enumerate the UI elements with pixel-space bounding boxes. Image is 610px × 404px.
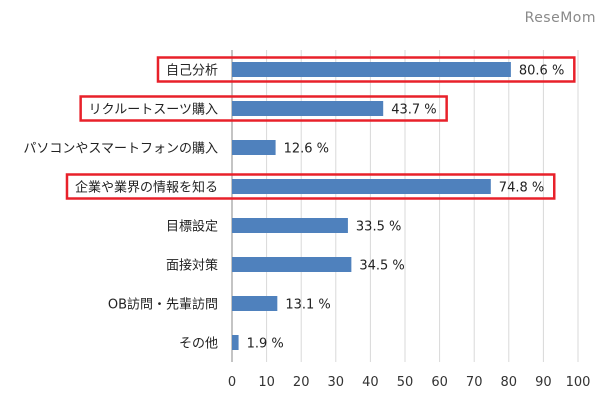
category-label: その他 xyxy=(179,337,218,352)
x-tick-label: 0 xyxy=(228,375,236,390)
category-label: 目標設定 xyxy=(166,219,218,235)
highlight-box xyxy=(65,173,556,200)
bar xyxy=(232,335,239,350)
x-tick-label: 70 xyxy=(466,375,483,390)
x-tick-label: 40 xyxy=(362,375,379,390)
watermark-logo: ReseMom xyxy=(524,10,596,26)
x-tick-label: 20 xyxy=(293,375,310,390)
bar xyxy=(232,296,278,311)
category-label: パソコンやスマートフォンの購入 xyxy=(23,142,218,157)
data-label: 1.9 % xyxy=(247,337,284,352)
bar xyxy=(232,140,276,155)
bar xyxy=(232,218,348,233)
data-label: 34.5 % xyxy=(359,259,404,274)
highlight-box xyxy=(79,95,448,122)
bar xyxy=(232,101,384,116)
x-tick-label: 90 xyxy=(535,375,552,390)
bar xyxy=(232,257,352,272)
category-label: 自己分析 xyxy=(166,64,218,79)
data-label: 43.7 % xyxy=(391,103,436,118)
category-label: OB訪問・先輩訪問 xyxy=(108,297,218,313)
x-tick-label: 30 xyxy=(328,375,345,390)
category-label: リクルートスーツ購入 xyxy=(89,103,218,118)
data-label: 33.5 % xyxy=(356,220,401,235)
bar xyxy=(232,179,491,194)
data-label: 74.8 % xyxy=(499,181,544,196)
x-tick-label: 60 xyxy=(431,375,448,390)
category-label: 面接対策 xyxy=(166,258,218,274)
x-tick-label: 50 xyxy=(397,375,414,390)
data-label: 12.6 % xyxy=(284,142,329,157)
x-tick-label: 80 xyxy=(501,375,518,390)
highlight-box xyxy=(156,56,576,83)
category-label: 企業や業界の情報を知る xyxy=(75,180,218,196)
data-label: 80.6 % xyxy=(519,64,564,79)
bar xyxy=(232,62,511,77)
data-label: 13.1 % xyxy=(285,298,330,313)
x-tick-label: 10 xyxy=(258,375,275,390)
x-tick-label: 100 xyxy=(566,375,591,390)
